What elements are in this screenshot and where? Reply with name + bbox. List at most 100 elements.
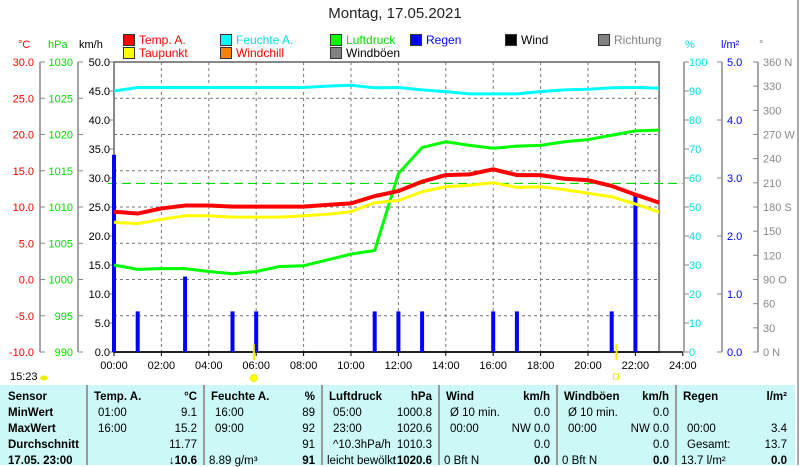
rain-bar bbox=[514, 311, 519, 352]
direction-tick-label: 0 N bbox=[763, 347, 780, 359]
pressure-axis-header: hPa bbox=[48, 39, 68, 51]
x-tick-label: 10:00 bbox=[337, 360, 365, 372]
rain-bar bbox=[230, 311, 235, 352]
humidity-tick-label: 100 bbox=[689, 57, 707, 69]
direction-tick-label: 90 O bbox=[763, 275, 787, 287]
table-cell: 1000.8 bbox=[396, 407, 432, 419]
x-tick-label: 12:00 bbox=[385, 360, 413, 372]
summary-table: Sensor Temp. A. °C Feuchte A.% Luftdruck hPa W… bbox=[0, 385, 795, 467]
table-cell: 89 bbox=[302, 407, 315, 419]
wind-tick-label: 50.0 bbox=[89, 57, 110, 69]
humidity-tick-label: 30 bbox=[689, 260, 701, 272]
column-divider bbox=[438, 385, 440, 465]
table-cell: Durchschnitt bbox=[8, 439, 79, 451]
table-cell: Ø 10 min. bbox=[568, 407, 618, 419]
rain-tick-label: 0.0 bbox=[727, 347, 742, 359]
x-tick-label: 22:00 bbox=[622, 360, 650, 372]
x-tick-label: 16:00 bbox=[479, 360, 507, 372]
humidity-tick-label: 20 bbox=[689, 289, 701, 301]
table-cell: Gesamt: bbox=[687, 439, 731, 451]
table-cell: hPa bbox=[410, 391, 432, 403]
table-cell: 8.89 g/m³ bbox=[209, 455, 258, 467]
pressure-tick-label: 1030 bbox=[49, 57, 73, 69]
table-cell: 0.0 bbox=[534, 439, 550, 451]
table-cell: Feuchte A. bbox=[211, 391, 270, 403]
x-tick-label: 20:00 bbox=[574, 360, 602, 372]
legend-item: Temp. A. bbox=[123, 33, 186, 47]
table-cell: km/h bbox=[642, 391, 669, 403]
table-cell: Windböen bbox=[564, 391, 620, 403]
current-time: 15:23 bbox=[10, 371, 38, 383]
table-cell: 9.1 bbox=[181, 407, 197, 419]
column-divider bbox=[203, 385, 205, 465]
x-tick-label: 04:00 bbox=[195, 360, 223, 372]
table-cell: 17.05. 23:00 bbox=[8, 455, 73, 467]
table-cell: leicht bewölkt bbox=[327, 455, 397, 467]
legend-label: Regen bbox=[426, 33, 462, 47]
table-cell: 91 bbox=[302, 439, 315, 451]
x-tick-label: 00:00 bbox=[100, 360, 128, 372]
wind-tick-label: 10.0 bbox=[89, 289, 110, 301]
legend-label: Richtung bbox=[614, 33, 662, 47]
column-divider bbox=[675, 385, 677, 465]
legend-label: Luftdruck bbox=[346, 33, 396, 47]
rain-bar bbox=[112, 154, 116, 352]
rain-bar bbox=[491, 311, 496, 352]
rain-tick-label: 1.0 bbox=[727, 289, 742, 301]
wind-tick-label: 5.0 bbox=[95, 318, 110, 330]
table-cell: 11.77 bbox=[169, 439, 197, 451]
table-cell: 92 bbox=[302, 423, 315, 435]
side-panel-edge bbox=[797, 0, 810, 465]
table-cell: 15.2 bbox=[174, 423, 197, 435]
table-cell: MinWert bbox=[8, 407, 54, 419]
table-cell: Regen bbox=[683, 391, 719, 403]
direction-tick-label: 330 bbox=[763, 81, 781, 93]
moon-icon bbox=[612, 373, 619, 380]
temp-tick-label: 20.0 bbox=[13, 130, 34, 142]
legend-item: Windböen bbox=[330, 46, 400, 60]
rain-bar bbox=[420, 311, 425, 352]
wind-tick-label: 45.0 bbox=[89, 86, 110, 98]
humidity-tick-label: 40 bbox=[689, 231, 701, 243]
rain-tick-label: 4.0 bbox=[727, 115, 742, 127]
humidity-axis-header: % bbox=[685, 39, 695, 51]
table-cell: NW 0.0 bbox=[511, 423, 550, 435]
x-tick-label: 24:00 bbox=[669, 360, 697, 372]
rain-tick-label: 3.0 bbox=[727, 173, 742, 185]
humidity-tick-label: 50 bbox=[689, 202, 701, 214]
column-divider bbox=[321, 385, 323, 465]
x-tick-label: 08:00 bbox=[290, 360, 318, 372]
humidity-tick-label: 0 bbox=[689, 347, 695, 359]
rain-tick-label: 5.0 bbox=[727, 57, 742, 69]
table-cell: 0.0 bbox=[653, 455, 669, 467]
legend-label: Taupunkt bbox=[139, 46, 188, 60]
table-cell: 0 Bft N bbox=[444, 455, 480, 467]
table-cell: 0 Bft N bbox=[562, 455, 598, 467]
series-luftdruck bbox=[113, 128, 660, 276]
wind-tick-label: 35.0 bbox=[89, 144, 110, 156]
table-cell: NW 0.0 bbox=[630, 423, 669, 435]
pressure-tick-label: 1005 bbox=[49, 238, 73, 250]
rain-bar bbox=[633, 195, 638, 352]
legend-swatch bbox=[220, 47, 232, 59]
pressure-tick-label: 1025 bbox=[49, 93, 73, 105]
rain-axis-header: l/m² bbox=[721, 39, 740, 51]
table-cell: °C bbox=[184, 391, 197, 403]
legend-item: Taupunkt bbox=[123, 46, 188, 60]
pressure-tick-label: 995 bbox=[55, 311, 73, 323]
table-cell: 1010.3 bbox=[396, 439, 432, 451]
legend-label: Temp. A. bbox=[139, 33, 186, 47]
legend-swatch bbox=[598, 34, 610, 46]
temp-tick-label: 15.0 bbox=[13, 166, 34, 178]
wind-tick-label: 15.0 bbox=[89, 260, 110, 272]
table-cell: 0.0 bbox=[653, 407, 669, 419]
table-cell: 00:00 bbox=[568, 423, 597, 435]
table-cell: 0.0 bbox=[534, 455, 550, 467]
temp-tick-label: 25.0 bbox=[13, 93, 34, 105]
rain-bar bbox=[254, 311, 259, 352]
legend-label: Windchill bbox=[236, 46, 285, 60]
table-cell: 00:00 bbox=[450, 423, 479, 435]
table-cell: Temp. A. bbox=[94, 391, 142, 403]
chart-title: Montag, 17.05.2021 bbox=[328, 5, 462, 22]
rain-bar bbox=[135, 311, 140, 352]
